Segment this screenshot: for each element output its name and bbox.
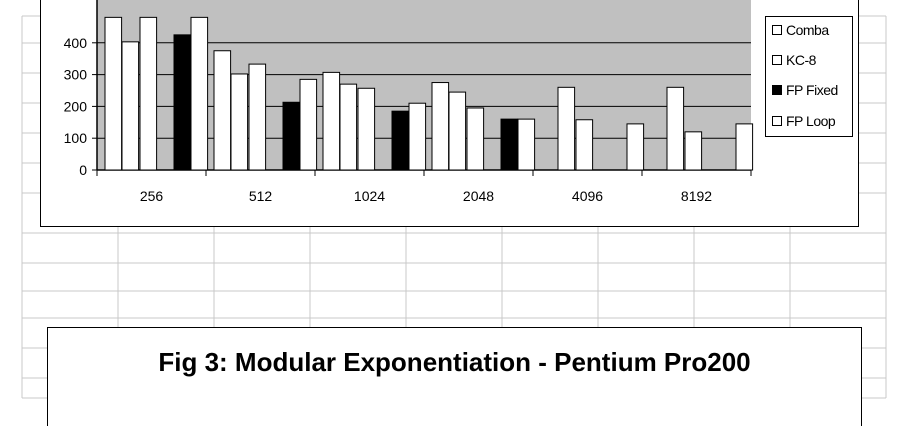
legend[interactable]: Comba KC-8 FP Fixed FP Loop xyxy=(765,16,853,137)
bar xyxy=(190,16,209,171)
y-tick-label: 300 xyxy=(64,67,88,83)
bar xyxy=(391,110,410,171)
bar xyxy=(557,86,576,171)
legend-swatch xyxy=(772,55,782,65)
x-tick-label: 256 xyxy=(140,188,164,204)
bar xyxy=(230,73,249,171)
bar xyxy=(104,16,123,171)
y-tick-label: 200 xyxy=(64,98,88,114)
bar xyxy=(666,86,685,171)
x-tick-label: 4096 xyxy=(572,188,603,204)
bar xyxy=(517,118,536,171)
bar xyxy=(173,34,192,171)
legend-label: FP Loop xyxy=(786,113,836,129)
x-tick-label: 1024 xyxy=(354,188,385,204)
bar xyxy=(500,118,519,171)
bar xyxy=(322,71,341,171)
bar xyxy=(213,50,232,171)
y-tick-label: 100 xyxy=(64,130,88,146)
bar xyxy=(575,119,594,171)
x-tick-label: 512 xyxy=(249,188,273,204)
bar xyxy=(448,91,467,171)
bar xyxy=(339,83,358,171)
bar xyxy=(282,101,301,171)
x-tick-label: 2048 xyxy=(463,188,494,204)
bar xyxy=(735,123,754,171)
bar xyxy=(466,107,485,171)
bar xyxy=(408,102,427,171)
chart-title: Fig 3: Modular Exponentiation - Pentium … xyxy=(158,347,751,377)
legend-swatch xyxy=(772,25,782,35)
bar xyxy=(121,41,140,171)
chart-title-box[interactable]: Fig 3: Modular Exponentiation - Pentium … xyxy=(47,327,862,426)
legend-item-kc8: KC-8 xyxy=(772,52,816,68)
legend-item-fp-fixed: FP Fixed xyxy=(772,82,838,98)
y-tick-label: 0 xyxy=(79,162,87,178)
legend-item-comba: Comba xyxy=(772,22,829,38)
legend-swatch xyxy=(772,116,782,126)
chart-area[interactable]: 0 100 200 300 400 256 512 1024 2048 4096 8192 xyxy=(40,0,859,227)
bar xyxy=(248,63,267,171)
bar xyxy=(431,82,450,171)
legend-label: Comba xyxy=(786,22,829,38)
legend-item-fp-loop: FP Loop xyxy=(772,113,836,129)
y-tick-label: 400 xyxy=(64,35,88,51)
bar xyxy=(357,87,376,171)
legend-label: FP Fixed xyxy=(786,82,838,98)
bar xyxy=(299,78,318,171)
plot-svg: 0 100 200 300 400 256 512 1024 2048 4096 8192 xyxy=(64,0,754,204)
legend-label: KC-8 xyxy=(786,52,816,68)
bar xyxy=(139,16,158,171)
x-tick-label: 8192 xyxy=(681,188,712,204)
bar xyxy=(626,123,645,171)
legend-swatch xyxy=(772,85,782,95)
bar xyxy=(684,131,703,171)
